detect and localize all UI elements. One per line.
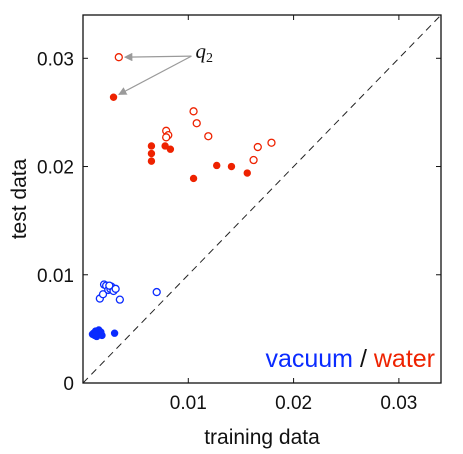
data-point <box>152 287 161 297</box>
x-axis-label: training data <box>204 426 320 449</box>
data-point <box>189 174 198 183</box>
data-point <box>105 281 114 290</box>
x-tick-label: 0.02 <box>275 393 312 414</box>
y-tick-label: 0 <box>63 374 74 395</box>
data-point <box>267 138 276 147</box>
x-tick-label: 0.01 <box>170 393 207 414</box>
data-point <box>114 53 123 62</box>
annotation-subscript: 2 <box>206 51 213 66</box>
x-tick-label: 0.03 <box>380 393 417 414</box>
y-tick-label: 0.02 <box>37 158 74 179</box>
y-axis-label: test data <box>8 158 31 239</box>
data-point <box>98 331 106 340</box>
data-point <box>166 145 175 153</box>
plot-area: 0.01 0.02 0.03 0 0.01 0.02 0.03 <box>37 14 442 414</box>
data-point <box>109 93 118 101</box>
axes-frame <box>82 14 442 384</box>
data-point <box>227 162 236 171</box>
data-point <box>243 169 251 177</box>
data-point <box>147 142 156 150</box>
data-point <box>147 149 156 158</box>
annotation-arrow <box>118 55 192 95</box>
legend-item-vacuum: vacuum <box>265 345 353 373</box>
legend: vacuum / water <box>265 345 435 373</box>
data-point <box>98 290 108 299</box>
data-point <box>192 119 201 128</box>
data-point <box>161 142 169 150</box>
data-point <box>249 155 258 165</box>
data-point <box>189 107 198 116</box>
legend-separator: / <box>360 345 374 373</box>
legend-item-water: water <box>373 345 435 373</box>
y-tick-label: 0.03 <box>37 49 74 70</box>
y-tick-label: 0.01 <box>37 266 74 287</box>
data-point <box>147 157 156 165</box>
annotation-main: q <box>195 39 206 63</box>
data-point <box>162 133 171 142</box>
data-point <box>204 132 213 141</box>
data-point <box>213 161 221 170</box>
data-point <box>111 284 120 293</box>
annotation-arrow <box>123 52 192 62</box>
data-point <box>110 329 119 337</box>
reference-line-y-equals-x <box>82 14 442 384</box>
data-point <box>115 295 125 304</box>
data-point <box>91 330 100 338</box>
annotation-label: q2 <box>195 39 213 66</box>
data-point <box>253 142 262 152</box>
